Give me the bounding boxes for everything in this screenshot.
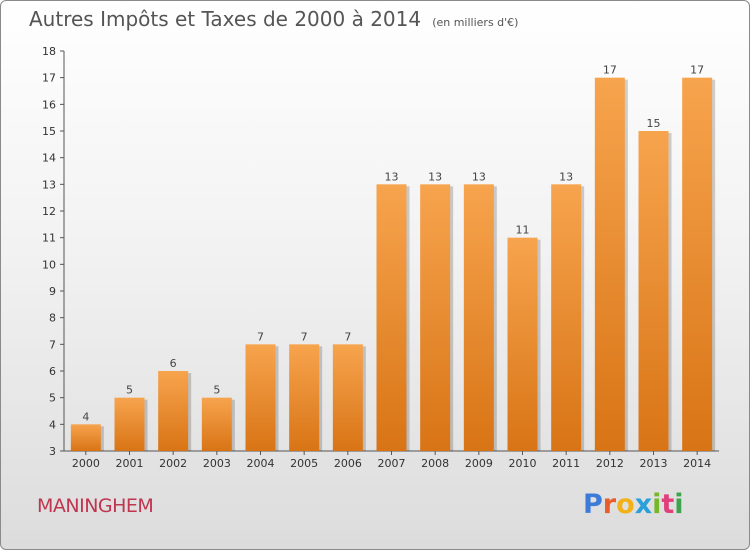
logo-letter: i — [652, 489, 662, 520]
y-tick-label: 16 — [42, 98, 56, 111]
bar-value-label: 13 — [559, 170, 573, 183]
x-tick-label: 2002 — [159, 457, 187, 470]
y-tick-label: 17 — [42, 72, 56, 85]
y-tick-label: 18 — [42, 45, 56, 58]
bar-value-label: 7 — [344, 330, 351, 343]
y-tick-label: 15 — [42, 125, 56, 138]
logo-letter: r — [602, 489, 617, 520]
y-tick-label: 6 — [49, 365, 56, 378]
x-tick-label: 2007 — [378, 457, 406, 470]
bar — [332, 344, 363, 451]
bar-value-label: 13 — [428, 170, 442, 183]
logo-letter: t — [661, 489, 675, 520]
bar-value-label: 6 — [170, 357, 177, 370]
x-tick-label: 2013 — [640, 457, 668, 470]
x-tick-label: 2005 — [290, 457, 318, 470]
y-tick-label: 14 — [42, 152, 56, 165]
y-tick-label: 11 — [42, 232, 56, 245]
bar-value-label: 5 — [126, 384, 133, 397]
logo-letter: i — [674, 489, 684, 520]
x-tick-label: 2014 — [683, 457, 711, 470]
bar-value-label: 7 — [257, 330, 264, 343]
bar-value-label: 17 — [603, 64, 617, 77]
x-tick-label: 2008 — [421, 457, 449, 470]
y-tick-label: 13 — [42, 178, 56, 191]
y-tick-label: 10 — [42, 258, 56, 271]
logo-letter: P — [583, 489, 603, 520]
chart-subtitle: (en milliers d'€) — [432, 16, 519, 29]
bar — [463, 184, 494, 452]
bar — [507, 237, 538, 451]
y-tick-label: 8 — [49, 312, 56, 325]
y-tick-label: 4 — [49, 418, 56, 431]
bar — [682, 77, 713, 452]
x-tick-label: 2010 — [509, 457, 537, 470]
x-tick-label: 2006 — [334, 457, 362, 470]
x-tick-label: 2004 — [247, 457, 275, 470]
commune-name: MANINGHEM — [37, 495, 154, 517]
x-tick-label: 2003 — [203, 457, 231, 470]
bar-value-label: 5 — [213, 384, 220, 397]
x-tick-label: 2000 — [72, 457, 100, 470]
logo-letter: x — [634, 489, 653, 520]
bar-value-label: 7 — [301, 330, 308, 343]
logo-letter: o — [616, 489, 635, 520]
bar — [158, 371, 189, 451]
bar — [289, 344, 320, 451]
bar — [420, 184, 451, 452]
bar — [70, 424, 101, 451]
y-tick-label: 5 — [49, 392, 56, 405]
chart-title: Autres Impôts et Taxes de 2000 à 2014 — [29, 7, 422, 31]
bar-value-label: 17 — [690, 64, 704, 77]
bar — [376, 184, 407, 452]
y-tick-label: 9 — [49, 285, 56, 298]
x-tick-label: 2011 — [552, 457, 580, 470]
y-tick-label: 12 — [42, 205, 56, 218]
bar-value-label: 4 — [82, 410, 89, 423]
bar — [201, 397, 232, 451]
bar — [245, 344, 276, 451]
x-tick-label: 2012 — [596, 457, 624, 470]
bar-value-label: 11 — [516, 224, 530, 237]
bar-value-label: 15 — [647, 117, 661, 130]
bar — [594, 77, 625, 452]
bar-value-label: 13 — [385, 170, 399, 183]
chart-title-block: Autres Impôts et Taxes de 2000 à 2014 (e… — [29, 7, 518, 31]
bar — [551, 184, 582, 452]
x-tick-label: 2009 — [465, 457, 493, 470]
bar-value-label: 13 — [472, 170, 486, 183]
y-tick-label: 7 — [49, 338, 56, 351]
bar — [114, 397, 145, 451]
x-tick-label: 2001 — [116, 457, 144, 470]
bar — [638, 131, 669, 451]
proxiti-logo: Proxiti — [583, 489, 684, 520]
y-tick-label: 3 — [49, 445, 56, 458]
